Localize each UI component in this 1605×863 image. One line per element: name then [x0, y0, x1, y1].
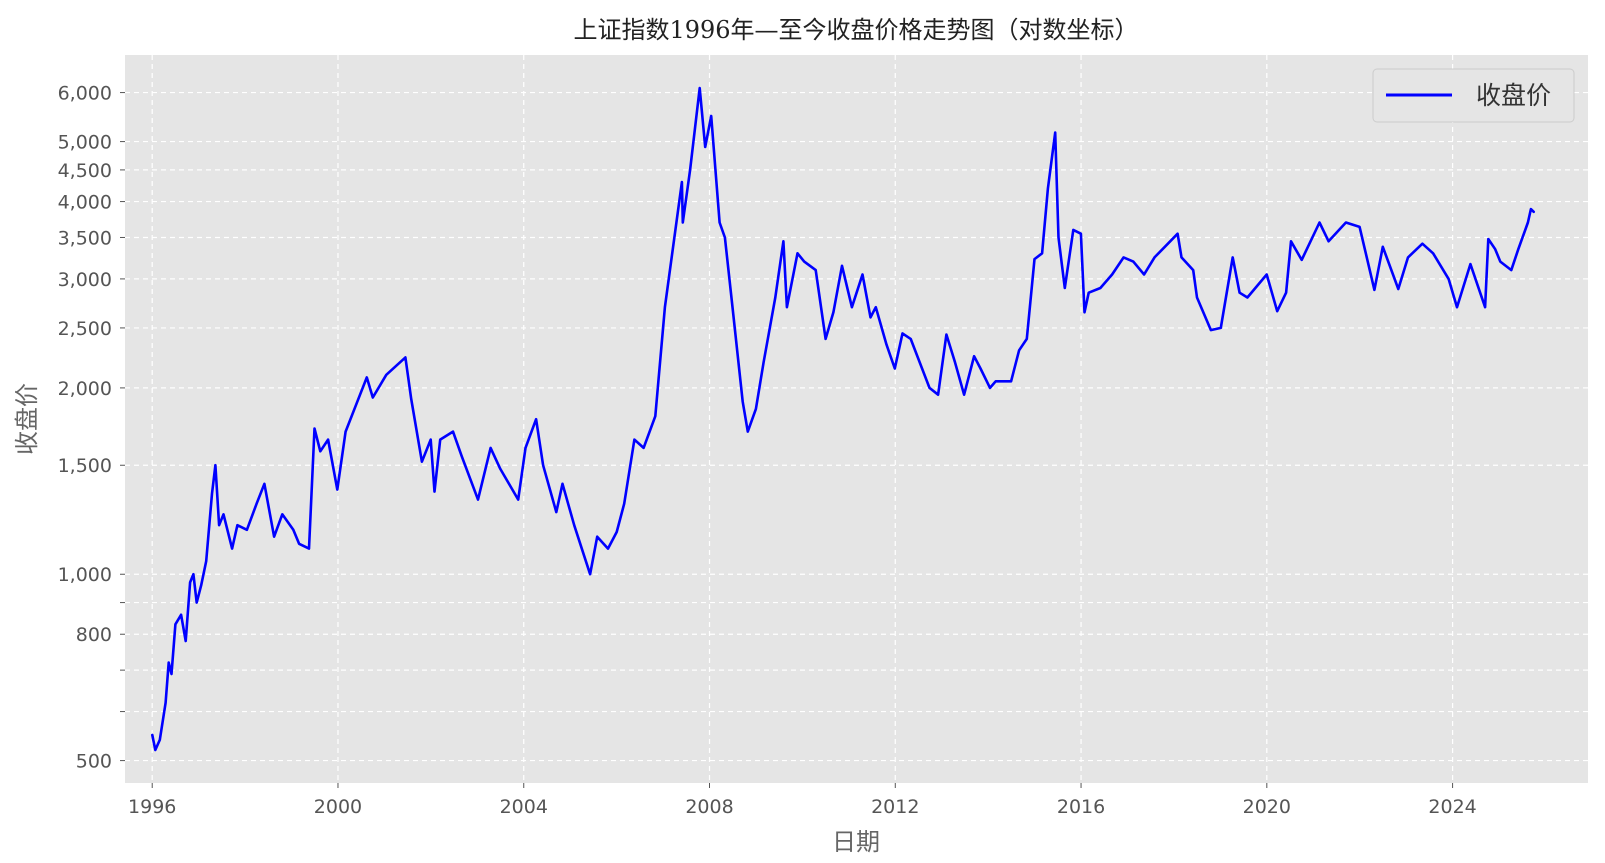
x-grid [151, 55, 1454, 783]
x-tick-label: 1996 [128, 796, 176, 818]
x-axis-ticks: 1996 2000 2004 2008 2012 2016 2020 2024 [128, 783, 1477, 818]
x-tick-label: 2008 [685, 796, 733, 818]
y-tick-label: 5,000 [58, 132, 112, 154]
legend: 收盘价 [1372, 68, 1575, 123]
chart-title: 上证指数1996年—至今收盘价格走势图（对数坐标） [573, 16, 1138, 44]
y-axis-ticks: 500 800 1,000 1,500 2,000 2,500 3,000 3,500 4,00… [58, 83, 125, 773]
legend-label: 收盘价 [1476, 81, 1551, 110]
y-tick-label: 4,000 [58, 192, 112, 214]
y-tick-label: 1,500 [58, 455, 112, 477]
x-tick-label: 2024 [1428, 796, 1476, 818]
x-tick-label: 2020 [1243, 796, 1291, 818]
y-tick-label: 2,500 [58, 318, 112, 340]
y-tick-label: 3,000 [58, 269, 112, 291]
legend-box [1372, 68, 1575, 123]
x-tick-label: 2004 [500, 796, 548, 818]
y-tick-label: 3,500 [58, 227, 112, 249]
y-tick-label: 1,000 [58, 564, 112, 586]
x-tick-label: 2016 [1057, 796, 1105, 818]
y-tick-label: 2,000 [58, 378, 112, 400]
y-tick-label: 6,000 [58, 83, 112, 105]
y-axis-label: 收盘价 [13, 383, 41, 455]
series-line [151, 86, 1535, 752]
y-grid [125, 91, 1588, 762]
x-tick-label: 2012 [871, 796, 919, 818]
y-tick-label: 4,500 [58, 160, 112, 182]
y-tick-label: 800 [76, 624, 112, 646]
plot-area [125, 55, 1588, 783]
x-axis-label: 日期 [832, 828, 880, 856]
series-group [151, 86, 1535, 752]
x-tick-label: 2000 [314, 796, 362, 818]
y-tick-label: 500 [76, 751, 112, 773]
